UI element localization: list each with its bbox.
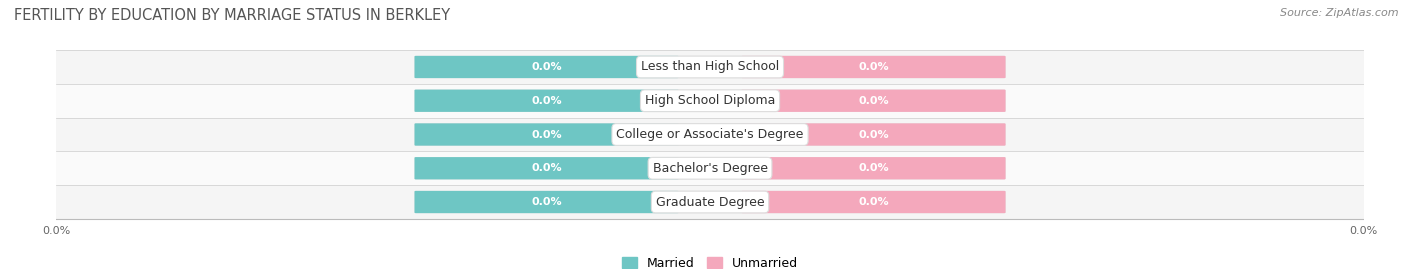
Text: 0.0%: 0.0%: [858, 163, 889, 173]
Text: Bachelor's Degree: Bachelor's Degree: [652, 162, 768, 175]
FancyBboxPatch shape: [415, 56, 679, 78]
Text: 0.0%: 0.0%: [858, 96, 889, 106]
FancyBboxPatch shape: [741, 56, 1005, 78]
Text: Graduate Degree: Graduate Degree: [655, 196, 765, 208]
Text: FERTILITY BY EDUCATION BY MARRIAGE STATUS IN BERKLEY: FERTILITY BY EDUCATION BY MARRIAGE STATU…: [14, 8, 450, 23]
FancyBboxPatch shape: [415, 191, 679, 213]
Text: 0.0%: 0.0%: [531, 163, 562, 173]
Bar: [56, 50, 1364, 84]
FancyBboxPatch shape: [741, 191, 1005, 213]
FancyBboxPatch shape: [741, 157, 1005, 179]
FancyBboxPatch shape: [415, 123, 679, 146]
FancyBboxPatch shape: [415, 56, 1005, 78]
FancyBboxPatch shape: [415, 90, 1005, 112]
Text: Source: ZipAtlas.com: Source: ZipAtlas.com: [1281, 8, 1399, 18]
FancyBboxPatch shape: [415, 90, 679, 112]
FancyBboxPatch shape: [415, 191, 1005, 213]
Text: Less than High School: Less than High School: [641, 61, 779, 73]
Text: 0.0%: 0.0%: [531, 197, 562, 207]
Text: College or Associate's Degree: College or Associate's Degree: [616, 128, 804, 141]
Bar: [56, 84, 1364, 118]
Text: 0.0%: 0.0%: [531, 62, 562, 72]
Text: High School Diploma: High School Diploma: [645, 94, 775, 107]
Text: 0.0%: 0.0%: [858, 197, 889, 207]
FancyBboxPatch shape: [741, 123, 1005, 146]
FancyBboxPatch shape: [415, 157, 1005, 179]
Bar: [56, 151, 1364, 185]
Bar: [56, 118, 1364, 151]
Text: 0.0%: 0.0%: [531, 96, 562, 106]
Legend: Married, Unmarried: Married, Unmarried: [617, 252, 803, 269]
FancyBboxPatch shape: [415, 157, 679, 179]
Text: 0.0%: 0.0%: [858, 62, 889, 72]
FancyBboxPatch shape: [741, 90, 1005, 112]
Text: 0.0%: 0.0%: [531, 129, 562, 140]
Text: 0.0%: 0.0%: [858, 129, 889, 140]
Bar: [56, 185, 1364, 219]
FancyBboxPatch shape: [415, 123, 1005, 146]
